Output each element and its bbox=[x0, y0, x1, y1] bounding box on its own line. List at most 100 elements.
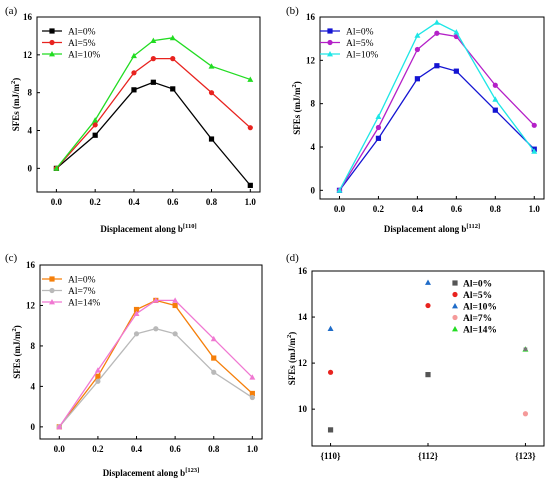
data-point bbox=[492, 82, 498, 88]
legend-label: Al=0% bbox=[68, 276, 96, 286]
y-axis-label-text: SFEs (mJ/m bbox=[292, 87, 302, 135]
legend-marker bbox=[49, 28, 55, 34]
y-axis-label-text: SFEs (mJ/m bbox=[12, 331, 22, 379]
x-axis-label-text: Displacement along b bbox=[103, 468, 186, 478]
data-point bbox=[208, 63, 215, 69]
legend-marker bbox=[327, 51, 333, 57]
data-point bbox=[531, 122, 537, 128]
data-point bbox=[133, 310, 140, 316]
data-point bbox=[247, 182, 253, 188]
x-tick-label: 0.0 bbox=[54, 444, 66, 454]
data-point bbox=[133, 331, 140, 337]
chart-panel-2: (c) 0 4 8 12 16 0.0 0.2 0.4 0.6 0.8 1.0 Displacement… bbox=[5, 252, 263, 478]
x-tick-label: 0.2 bbox=[373, 204, 385, 214]
x-tick-label: 1.0 bbox=[247, 444, 259, 454]
data-point bbox=[95, 378, 101, 384]
y-axis-label: SFEs (mJ/m2) bbox=[11, 325, 22, 379]
data-point bbox=[433, 19, 440, 25]
data-point bbox=[249, 374, 256, 380]
series-line-0 bbox=[55, 81, 251, 186]
data-point bbox=[425, 372, 431, 378]
data-point bbox=[172, 297, 179, 303]
y-tick-label: 4 bbox=[28, 126, 33, 136]
data-point bbox=[327, 427, 334, 433]
legend-marker bbox=[452, 326, 458, 332]
chart-panel-1: (b) 0 4 8 12 16 0.0 0.2 0.4 0.6 0.8 1.0 Displacement… bbox=[286, 5, 545, 234]
legend-label: Al=14% bbox=[463, 326, 497, 336]
data-point bbox=[375, 113, 382, 120]
x-tick-label: 0.6 bbox=[170, 444, 182, 454]
data-point bbox=[453, 29, 460, 35]
data-point bbox=[94, 367, 101, 373]
y-axis-label: SFEs (mJ/m2) bbox=[286, 332, 297, 386]
legend-label: Al=0% bbox=[68, 28, 96, 38]
data-point bbox=[95, 373, 101, 379]
data-point bbox=[434, 63, 440, 69]
x-tick-label: 0.6 bbox=[451, 204, 463, 214]
x-axis-label: Displacement along b[112] bbox=[384, 223, 480, 234]
data-point bbox=[375, 135, 382, 141]
data-point bbox=[53, 165, 60, 171]
data-point bbox=[208, 136, 215, 142]
legend-label: Al=5% bbox=[346, 39, 374, 49]
data-point bbox=[131, 87, 137, 93]
y-tick-label: 16 bbox=[298, 266, 308, 276]
data-point bbox=[211, 355, 217, 361]
series-line-0 bbox=[338, 65, 535, 191]
legend-label: Al=0% bbox=[463, 280, 492, 290]
data-point bbox=[327, 369, 334, 375]
data-point bbox=[92, 117, 99, 123]
x-axis-label-text: Displacement along b bbox=[100, 224, 183, 234]
legend: Al=0%Al=5% Al=10% bbox=[42, 28, 100, 61]
legend-label: Al=10% bbox=[463, 303, 497, 313]
panel-label: (c) bbox=[5, 252, 18, 264]
x-axis-label-sup: [123] bbox=[185, 467, 199, 474]
legend-marker bbox=[49, 276, 55, 282]
y-tick-label: 12 bbox=[23, 50, 33, 60]
x-axis-label-sup: [110] bbox=[183, 223, 197, 230]
legend-marker bbox=[452, 303, 458, 309]
data-point bbox=[153, 326, 159, 332]
data-point bbox=[92, 132, 98, 138]
data-point bbox=[170, 56, 176, 62]
data-point bbox=[130, 52, 137, 59]
legend-marker bbox=[452, 280, 458, 286]
legend: Al=0%Al=5% Al=10% bbox=[320, 28, 378, 61]
legend-label: Al=14% bbox=[68, 299, 100, 309]
data-point bbox=[336, 187, 343, 193]
y-axis-label-end: ) bbox=[11, 78, 21, 81]
y-tick-label: 16 bbox=[306, 12, 316, 22]
x-tick-label: 0.0 bbox=[51, 197, 63, 207]
y-tick-label: 12 bbox=[306, 55, 316, 65]
x-axis-label: Displacement along b[123] bbox=[103, 467, 200, 478]
data-point bbox=[170, 86, 176, 92]
data-point bbox=[152, 297, 159, 303]
legend: Al=0%Al=7% Al=14% bbox=[42, 276, 100, 309]
data-point bbox=[150, 37, 157, 44]
data-point bbox=[531, 148, 538, 154]
y-tick-label: 0 bbox=[311, 185, 316, 195]
data-point bbox=[492, 107, 498, 113]
y-tick-label: 12 bbox=[26, 300, 36, 310]
data-point bbox=[133, 306, 140, 313]
data-point bbox=[210, 335, 217, 342]
y-tick-label: 10 bbox=[298, 404, 308, 414]
y-tick-label: 4 bbox=[311, 142, 316, 152]
x-tick-label: 0.2 bbox=[90, 197, 102, 207]
y-axis-label-end: ) bbox=[287, 332, 297, 335]
data-point bbox=[492, 96, 499, 102]
x-axis-label-sup: [112] bbox=[466, 223, 480, 230]
legend-label: Al=7% bbox=[68, 287, 96, 297]
y-axis-label-text: SFEs (mJ/m bbox=[287, 337, 297, 385]
y-tick-label: 0 bbox=[28, 163, 33, 173]
data-point bbox=[414, 76, 420, 82]
x-tick-label: 0.4 bbox=[412, 204, 424, 214]
x-tick-label: 1.0 bbox=[529, 204, 541, 214]
data-point bbox=[249, 394, 255, 401]
legend-marker bbox=[49, 39, 55, 46]
data-point bbox=[247, 76, 254, 82]
data-point bbox=[249, 390, 255, 397]
y-axis-label-sup: 2 bbox=[291, 84, 298, 87]
legend-marker bbox=[49, 51, 55, 57]
